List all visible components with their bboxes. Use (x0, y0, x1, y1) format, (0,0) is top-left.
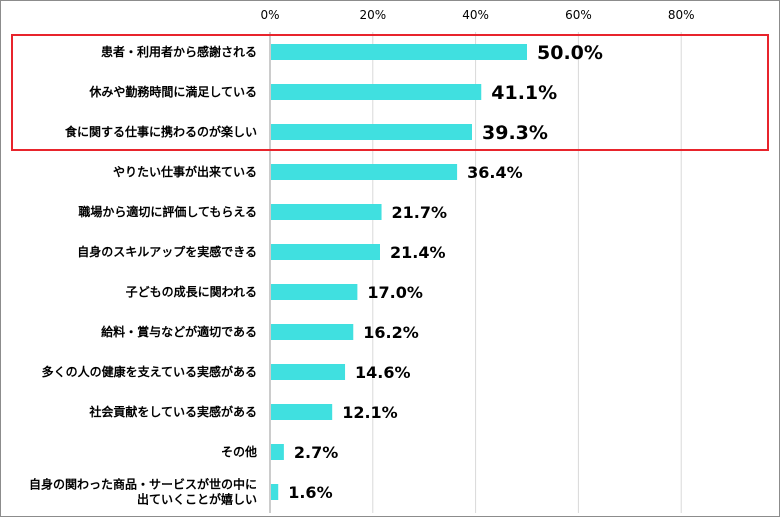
bar (271, 404, 333, 420)
bar (271, 324, 354, 340)
bar (271, 364, 346, 380)
category-label: 食に関する仕事に携わるのが楽しい (64, 124, 257, 139)
category-label: その他 (221, 444, 257, 459)
category-label: やりたい仕事が出来ている (113, 164, 257, 179)
value-label: 1.6% (288, 483, 332, 502)
bar (271, 44, 527, 60)
category-label: 出ていくことが嬉しい (137, 492, 257, 507)
value-label: 41.1% (491, 82, 557, 104)
category-label: 患者・利用者から感謝される (101, 44, 257, 59)
category-label: 多くの人の健康を支えている実感がある (42, 364, 257, 379)
bar (271, 204, 382, 220)
value-label: 50.0% (537, 42, 603, 64)
value-label: 2.7% (294, 443, 338, 462)
x-tick-label: 0% (260, 8, 279, 22)
bar (271, 484, 279, 500)
bar (271, 284, 358, 300)
x-tick-label: 60% (565, 8, 592, 22)
category-label: 子どもの成長に関われる (126, 284, 257, 299)
value-label: 17.0% (367, 283, 423, 302)
bar (271, 164, 458, 180)
category-label: 給料・賞与などが適切である (101, 324, 257, 339)
value-label: 16.2% (363, 323, 419, 342)
category-label: 休みや勤務時間に満足している (88, 84, 257, 99)
x-tick-label: 80% (668, 8, 695, 22)
value-label: 39.3% (482, 122, 548, 144)
value-label: 12.1% (342, 403, 398, 422)
x-tick-label: 40% (462, 8, 489, 22)
bar (271, 244, 380, 260)
bar (271, 124, 473, 140)
category-label: 職場から適切に評価してもらえる (78, 204, 257, 219)
category-label: 自身の関わった商品・サービスが世の中に (29, 477, 257, 492)
category-label: 社会貢献をしている実感がある (88, 404, 257, 419)
value-label: 36.4% (467, 163, 523, 182)
value-label: 21.7% (392, 203, 448, 222)
category-label: 自身のスキルアップを実感できる (77, 244, 257, 259)
bar (271, 444, 284, 460)
value-label: 21.4% (390, 243, 446, 262)
highlight-box (11, 34, 769, 151)
x-tick-label: 20% (359, 8, 386, 22)
bar (271, 84, 482, 100)
value-label: 14.6% (355, 363, 411, 382)
